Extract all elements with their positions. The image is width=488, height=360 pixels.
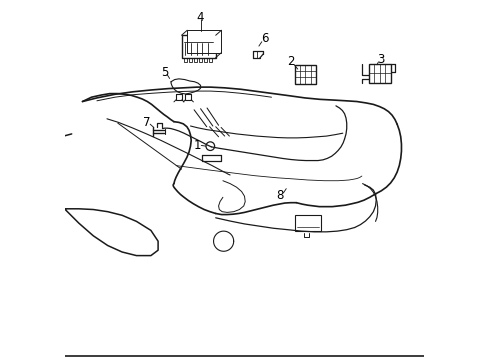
Text: 6: 6 — [261, 32, 268, 45]
Bar — [183, 58, 187, 62]
Bar — [187, 30, 221, 53]
Bar — [199, 58, 202, 62]
Text: 2: 2 — [286, 55, 294, 68]
Text: 3: 3 — [376, 53, 384, 66]
Text: 8: 8 — [276, 189, 283, 202]
Text: 5: 5 — [161, 66, 169, 78]
Text: 1: 1 — [193, 139, 200, 152]
Bar — [294, 65, 315, 84]
Bar — [203, 58, 207, 62]
Bar — [294, 215, 320, 231]
Bar — [193, 58, 197, 62]
Text: 4: 4 — [197, 11, 204, 24]
Text: 7: 7 — [142, 116, 150, 129]
Bar — [188, 58, 192, 62]
Bar — [368, 64, 390, 83]
Bar — [181, 35, 215, 58]
Bar — [208, 58, 212, 62]
